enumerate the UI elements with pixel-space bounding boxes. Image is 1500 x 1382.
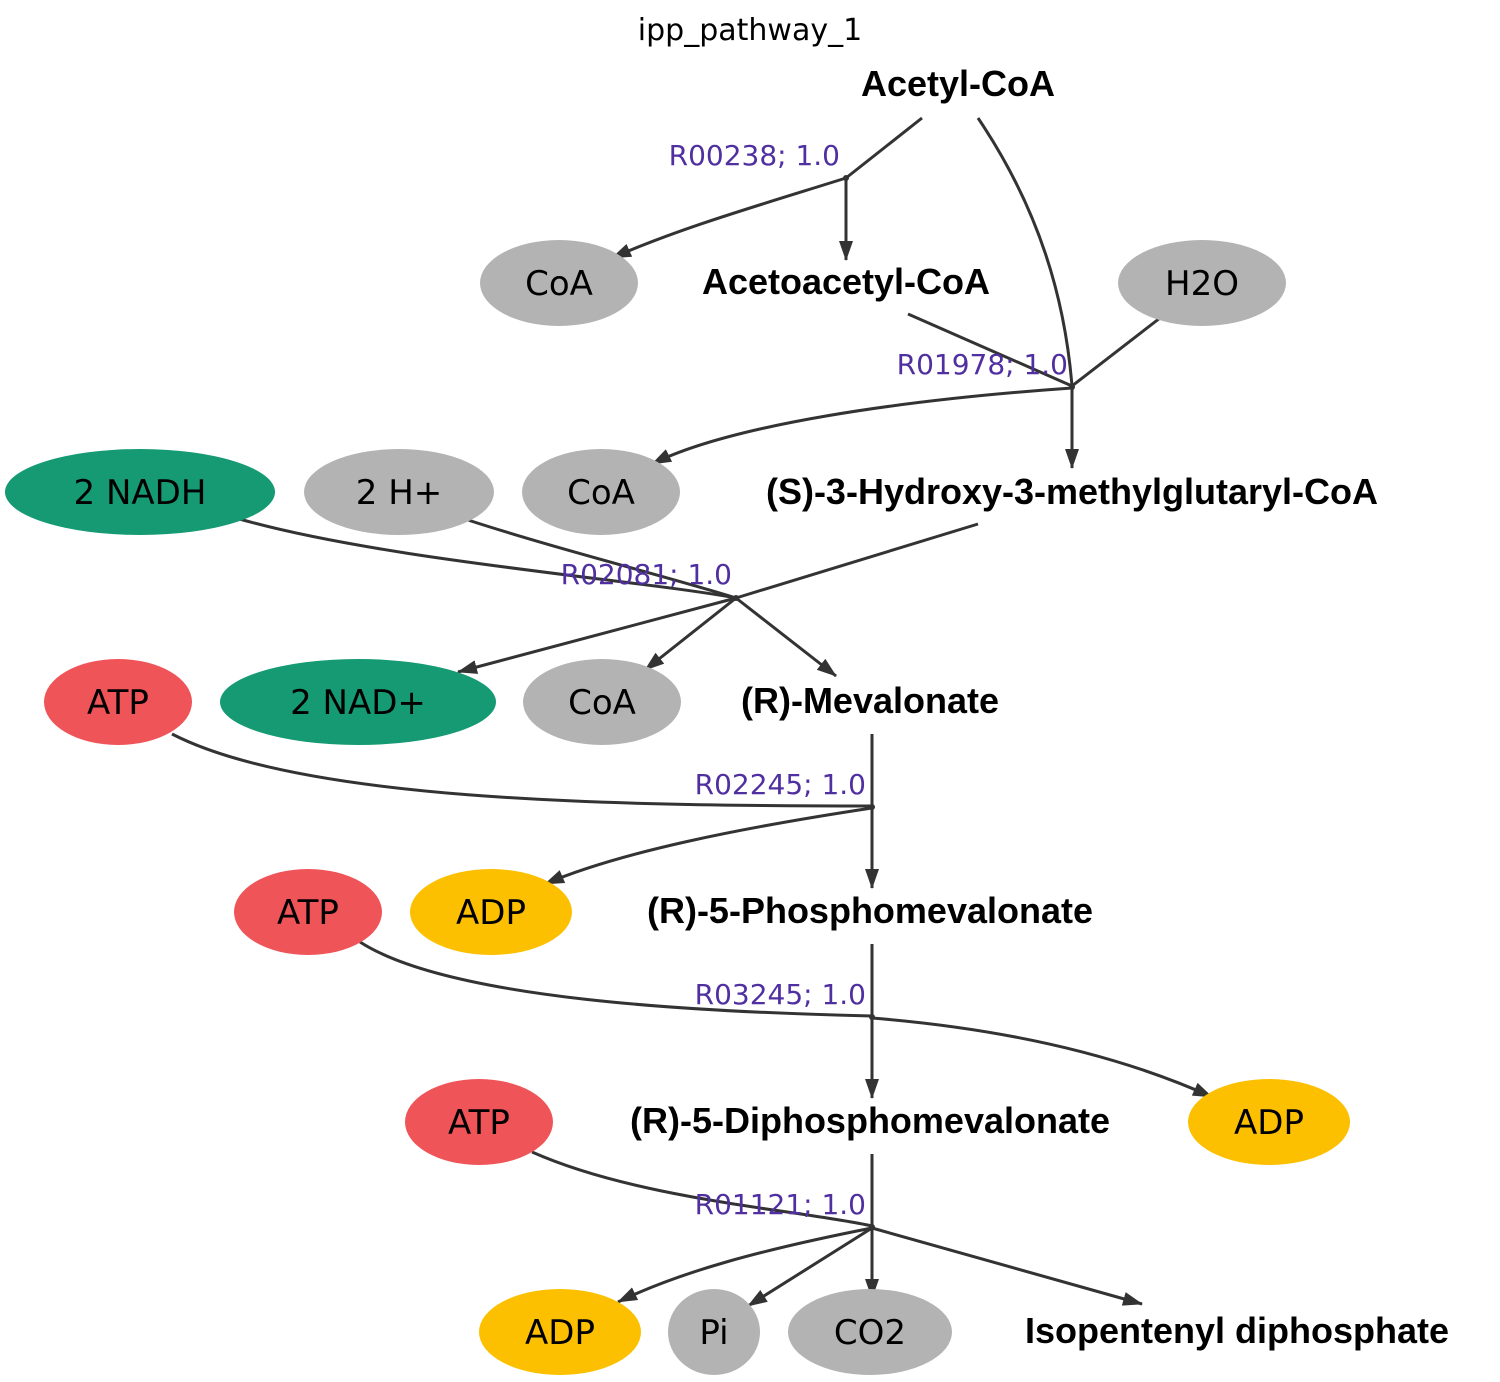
node-shape xyxy=(410,869,572,955)
reaction-label-r01978: R01978; 1.0 xyxy=(897,348,1068,381)
node-h-plus[interactable]: 2 H+ xyxy=(304,449,494,535)
node-shape xyxy=(234,869,382,955)
edge-r01121-to-pi xyxy=(747,1226,873,1308)
node-pi[interactable]: Pi xyxy=(668,1289,760,1375)
edge-r02081-to-coa xyxy=(644,596,737,672)
edge-acetyl-coa-to-r00238 xyxy=(845,116,923,180)
node-label: ATP xyxy=(87,683,149,723)
junction-r01978 xyxy=(1069,384,1075,390)
edge-r00238-to-coa xyxy=(611,176,847,260)
node-label: H2O xyxy=(1165,264,1239,304)
node-label: 2 NAD+ xyxy=(290,683,426,723)
edge-r03245-to-adp xyxy=(871,1016,1213,1099)
node-adp-1[interactable]: ADP xyxy=(410,869,572,955)
reaction-junctions xyxy=(733,175,1075,1230)
diagram-title: ipp_pathway_1 xyxy=(638,13,862,48)
node-label: 2 NADH xyxy=(74,473,207,513)
edge-hmg-coa-to-r02081 xyxy=(735,522,979,600)
node-label: CoA xyxy=(568,683,636,723)
node-shape xyxy=(44,659,192,745)
node-label: ATP xyxy=(277,893,339,933)
node-nadh[interactable]: 2 NADH xyxy=(5,449,275,535)
reaction-label-r02245: R02245; 1.0 xyxy=(695,768,866,801)
edges xyxy=(171,116,1213,1308)
compound-phosphomevalonate[interactable]: (R)-5-Phosphomevalonate xyxy=(647,890,1093,931)
node-shape xyxy=(668,1289,760,1375)
node-label: Pi xyxy=(699,1313,728,1353)
node-atp-2[interactable]: ATP xyxy=(234,869,382,955)
compound-isopentenyl-diphosphate[interactable]: Isopentenyl diphosphate xyxy=(1025,1310,1449,1351)
edge-acetyl-coa-to-r01978 xyxy=(976,117,1074,387)
reaction-labels: R00238; 1.0 R01978; 1.0 R02081; 1.0 R022… xyxy=(561,139,1068,1221)
main-compounds: Acetyl-CoA Acetoacetyl-CoA (S)-3-Hydroxy… xyxy=(630,63,1449,1351)
edge-atp-to-r01121 xyxy=(531,1150,873,1228)
junction-r01121 xyxy=(869,1224,875,1230)
node-atp-1[interactable]: ATP xyxy=(44,659,192,745)
edge-r01978-to-coa xyxy=(651,386,1073,466)
node-label: ATP xyxy=(448,1103,510,1143)
node-label: CoA xyxy=(567,473,635,513)
node-adp-2[interactable]: ADP xyxy=(1188,1079,1350,1165)
node-coa-1[interactable]: CoA xyxy=(480,240,638,326)
node-shape xyxy=(788,1289,952,1375)
edge-r01121-to-adp xyxy=(617,1226,873,1304)
edge-h-plus-to-r02081 xyxy=(467,518,737,600)
node-nad-plus[interactable]: 2 NAD+ xyxy=(220,659,496,745)
edge-acetoacetyl-coa-to-r01978 xyxy=(907,312,1073,388)
node-shape xyxy=(480,240,638,326)
junction-r00238 xyxy=(843,175,849,181)
junction-r03245 xyxy=(869,1014,875,1020)
side-compounds: CoA H2O 2 NADH 2 H+ CoA ATP 2 NAD+ CoA xyxy=(5,240,1350,1375)
node-shape xyxy=(405,1079,553,1165)
edge-nadh-to-r02081 xyxy=(235,516,737,600)
edge-atp-to-r02245 xyxy=(171,732,873,808)
reaction-label-r00238: R00238; 1.0 xyxy=(669,139,840,172)
edge-h2o-to-r01978 xyxy=(1071,316,1161,388)
compound-acetyl-coa[interactable]: Acetyl-CoA xyxy=(861,63,1055,104)
junction-r02245 xyxy=(869,804,875,810)
node-co2[interactable]: CO2 xyxy=(788,1289,952,1375)
node-shape xyxy=(304,449,494,535)
node-shape xyxy=(1188,1079,1350,1165)
node-shape xyxy=(479,1289,641,1375)
edge-r02081-to-nad-plus xyxy=(457,596,737,674)
reaction-label-r02081: R02081; 1.0 xyxy=(561,558,732,591)
node-shape xyxy=(523,659,681,745)
reaction-label-r01121: R01121; 1.0 xyxy=(695,1188,866,1221)
node-label: ADP xyxy=(1234,1103,1304,1143)
edge-atp-to-r03245 xyxy=(359,940,873,1018)
edge-r02081-to-mevalonate xyxy=(735,596,837,678)
edge-r02245-to-adp xyxy=(544,806,873,886)
compound-hmg-coa[interactable]: (S)-3-Hydroxy-3-methylglutaryl-CoA xyxy=(766,471,1378,512)
node-shape xyxy=(1118,240,1286,326)
reaction-label-r03245: R03245; 1.0 xyxy=(695,978,866,1011)
node-label: CoA xyxy=(525,264,593,304)
node-coa-2[interactable]: CoA xyxy=(522,449,680,535)
node-atp-3[interactable]: ATP xyxy=(405,1079,553,1165)
node-h2o[interactable]: H2O xyxy=(1118,240,1286,326)
node-label: ADP xyxy=(456,893,526,933)
junction-r02081 xyxy=(733,595,739,601)
compound-acetoacetyl-coa[interactable]: Acetoacetyl-CoA xyxy=(702,261,990,302)
compound-mevalonate[interactable]: (R)-Mevalonate xyxy=(741,680,999,721)
node-label: CO2 xyxy=(834,1313,906,1353)
node-shape xyxy=(5,449,275,535)
node-coa-3[interactable]: CoA xyxy=(523,659,681,745)
node-label: 2 H+ xyxy=(356,473,443,513)
compound-diphosphomevalonate[interactable]: (R)-5-Diphosphomevalonate xyxy=(630,1100,1110,1141)
node-label: ADP xyxy=(525,1313,595,1353)
node-adp-3[interactable]: ADP xyxy=(479,1289,641,1375)
node-shape xyxy=(220,659,496,745)
node-shape xyxy=(522,449,680,535)
edge-r01121-to-ipp xyxy=(871,1226,1143,1306)
